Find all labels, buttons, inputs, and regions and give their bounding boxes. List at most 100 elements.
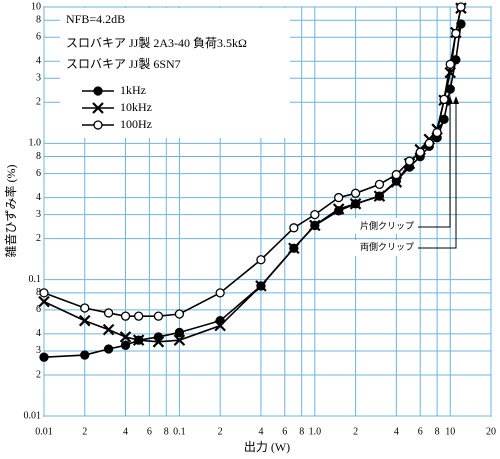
point	[153, 311, 164, 321]
point	[288, 242, 300, 255]
x-tick-label: 0.1	[173, 426, 186, 437]
point	[451, 28, 461, 39]
y-tick-label: 4	[36, 192, 41, 203]
x-tick-label: 2	[353, 426, 358, 437]
arrow-head	[453, 96, 459, 104]
point	[444, 66, 457, 79]
point	[132, 334, 145, 346]
x-axis-label: 出力 (W)	[244, 440, 290, 454]
point	[404, 156, 415, 166]
x-tick-label: 6	[147, 426, 152, 437]
note: スロバキア JJ製 2A3-40 負荷3.5kΩ	[66, 36, 247, 50]
point	[456, 19, 466, 29]
point	[103, 344, 114, 354]
annotation-arrow	[418, 100, 451, 228]
point	[80, 303, 90, 313]
point	[350, 188, 361, 198]
y-tick-label: 6	[36, 304, 41, 315]
point	[334, 192, 344, 203]
x-tick-label: 6	[282, 426, 287, 437]
legend-marker	[92, 102, 104, 114]
y-tick-label: 6	[36, 168, 41, 179]
point	[439, 94, 449, 105]
point	[256, 255, 266, 265]
y-tick-label: 1.0	[29, 138, 42, 149]
annotation-bg	[355, 240, 417, 256]
annotation: 両側クリップ	[360, 241, 414, 252]
y-tick-label: 8	[36, 151, 41, 162]
y-tick-label: 3	[36, 73, 41, 84]
point	[103, 308, 114, 318]
y-tick-label: 6	[36, 32, 41, 43]
point	[439, 114, 449, 124]
arrow-head	[447, 96, 453, 104]
y-tick-label: 2	[36, 233, 41, 244]
x-tick-label: 1.0	[309, 426, 322, 437]
point	[120, 340, 131, 350]
y-tick-label: 3	[36, 209, 41, 220]
annotation-bg	[355, 218, 417, 234]
y-tick-label: 0.1	[29, 274, 42, 285]
x-tick-label: 6	[418, 426, 423, 437]
y-tick-label: 4	[36, 328, 41, 339]
x-tick-label: 2	[82, 426, 87, 437]
note: スロバキア JJ製 6SN7	[66, 57, 181, 71]
note: NFB=4.2dB	[66, 12, 125, 26]
x-tick-label: 2	[218, 426, 223, 437]
point	[415, 147, 425, 157]
x-tick-label: 4	[123, 426, 128, 437]
y-tick-label: 2	[36, 369, 41, 380]
point	[152, 336, 165, 348]
point	[120, 311, 131, 321]
point	[424, 138, 434, 148]
legend-marker	[93, 86, 103, 96]
y-tick-label: 8	[36, 15, 41, 26]
y-tick-label: 0.01	[24, 410, 42, 421]
point	[173, 334, 186, 346]
point	[334, 206, 344, 216]
x-tick-label: 0.01	[35, 426, 53, 437]
point	[309, 219, 321, 232]
point	[456, 2, 466, 12]
point	[373, 190, 386, 202]
point	[289, 223, 299, 233]
annotation-arrow	[418, 100, 457, 249]
annotation: 片側クリップ	[360, 220, 414, 231]
x-tick-label: 8	[435, 426, 440, 437]
point	[445, 59, 455, 69]
y-tick-label: 3	[36, 345, 41, 356]
point	[78, 314, 91, 327]
y-axis-label: 雑音ひずみ率 (%)	[3, 165, 18, 258]
point	[432, 127, 442, 138]
point	[80, 350, 90, 360]
x-tick-label: 4	[258, 426, 263, 437]
point	[102, 323, 115, 336]
point	[38, 295, 50, 308]
point	[255, 280, 267, 292]
point	[310, 209, 320, 220]
point	[445, 84, 455, 94]
point	[39, 352, 49, 362]
point	[174, 327, 185, 338]
point	[332, 203, 345, 215]
y-tick-label: 8	[36, 287, 41, 298]
legend-label: 1kHz	[120, 83, 146, 97]
x-tick-label: 20	[486, 426, 496, 437]
point	[174, 309, 185, 319]
point	[391, 169, 402, 180]
legend-marker	[93, 120, 103, 130]
x-tick-label: 8	[164, 426, 169, 437]
x-tick-label: 4	[394, 426, 399, 437]
x-tick-label: 8	[299, 426, 304, 437]
y-tick-label: 10	[31, 1, 41, 12]
legend-background	[60, 8, 290, 138]
legend-label: 10kHz	[120, 100, 152, 114]
point	[349, 198, 362, 210]
y-tick-label: 2	[36, 97, 41, 108]
point	[39, 288, 49, 298]
point	[390, 176, 403, 188]
point	[133, 311, 144, 321]
y-tick-label: 4	[36, 56, 41, 67]
x-tick-label: 10	[445, 426, 455, 437]
